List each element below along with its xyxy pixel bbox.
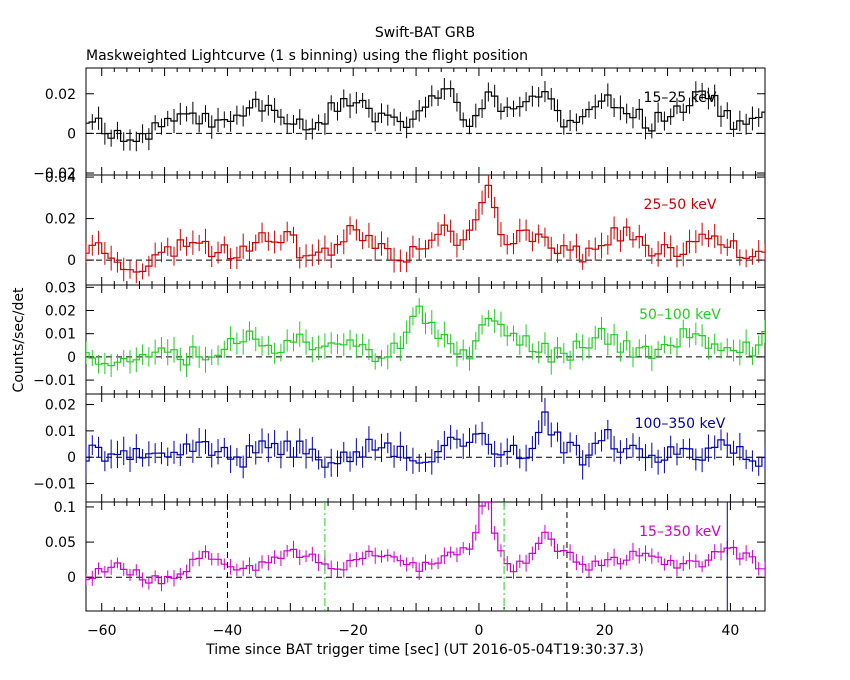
x-axis-label: Time since BAT trigger time [sec] (UT 20… bbox=[205, 642, 644, 658]
panel-frame bbox=[85, 174, 766, 286]
y-tick-label: 0 bbox=[67, 450, 76, 466]
y-tick-label: 0 bbox=[67, 253, 76, 269]
panels-group: −0.02 0 0.02 15–25 keV 0 0.02 0.04 25–50 keV −0.… bbox=[33, 67, 766, 639]
x-tick-label: 0 bbox=[474, 623, 483, 639]
panel-data bbox=[86, 77, 765, 152]
band-label: 15–350 keV bbox=[639, 524, 721, 540]
panel-frame bbox=[85, 284, 766, 395]
panel-data bbox=[86, 502, 765, 611]
y-tick-label: 0 bbox=[67, 126, 76, 142]
y-axis-label: Counts/sec/det bbox=[11, 287, 27, 392]
y-tick-label: −0.01 bbox=[33, 373, 76, 389]
y-tick-label: 0 bbox=[67, 350, 76, 366]
band-label: 100–350 keV bbox=[635, 416, 726, 432]
y-tick-label: 0.01 bbox=[45, 327, 76, 343]
chart-title: Swift-BAT GRB bbox=[375, 25, 475, 41]
x-tick-label: −60 bbox=[87, 623, 117, 639]
x-tick-label: −20 bbox=[338, 623, 368, 639]
lightcurve-series bbox=[86, 88, 765, 142]
x-tick-label: 20 bbox=[596, 623, 614, 639]
y-tick-label: −0.01 bbox=[33, 477, 76, 493]
panel-data bbox=[86, 298, 765, 378]
panel-4: −0.01 0 0.01 0.02 100–350 keV bbox=[33, 393, 766, 503]
x-tick-label: 40 bbox=[722, 623, 740, 639]
lightcurve-series bbox=[86, 502, 765, 585]
y-tick-label: −0.02 bbox=[33, 166, 76, 182]
panel-frame bbox=[85, 393, 766, 503]
chart-subtitle: Maskweighted Lightcurve (1 s binning) us… bbox=[86, 48, 528, 64]
panel-2: 0 0.02 0.04 25–50 keV bbox=[45, 170, 766, 286]
band-label: 15–25 keV bbox=[644, 90, 717, 106]
y-tick-label: 0.03 bbox=[45, 280, 76, 296]
y-tick-label: 0.01 bbox=[45, 424, 76, 440]
x-tick-label: −40 bbox=[213, 623, 243, 639]
band-label: 25–50 keV bbox=[644, 197, 717, 213]
y-tick-label: 0.04 bbox=[45, 170, 76, 186]
panel-data bbox=[86, 175, 765, 284]
y-tick-label: 0.02 bbox=[45, 212, 76, 228]
panel-frame bbox=[85, 501, 766, 612]
panel-data bbox=[86, 397, 765, 480]
y-tick-label: 0.02 bbox=[45, 398, 76, 414]
panel-5: 0 0.05 0.1 15–350 keV −60 −40 −20 0 20 40 bbox=[45, 500, 766, 639]
panel-1: −0.02 0 0.02 15–25 keV bbox=[33, 67, 766, 182]
y-tick-label: 0 bbox=[67, 570, 76, 586]
y-tick-label: 0.02 bbox=[45, 304, 76, 320]
band-label: 50–100 keV bbox=[639, 307, 721, 323]
y-tick-label: 0.05 bbox=[45, 535, 76, 551]
y-tick-label: 0.02 bbox=[45, 87, 76, 103]
y-tick-label: 0.1 bbox=[54, 500, 76, 516]
panel-3: −0.01 0 0.01 0.02 0.03 50–100 keV bbox=[33, 280, 766, 395]
